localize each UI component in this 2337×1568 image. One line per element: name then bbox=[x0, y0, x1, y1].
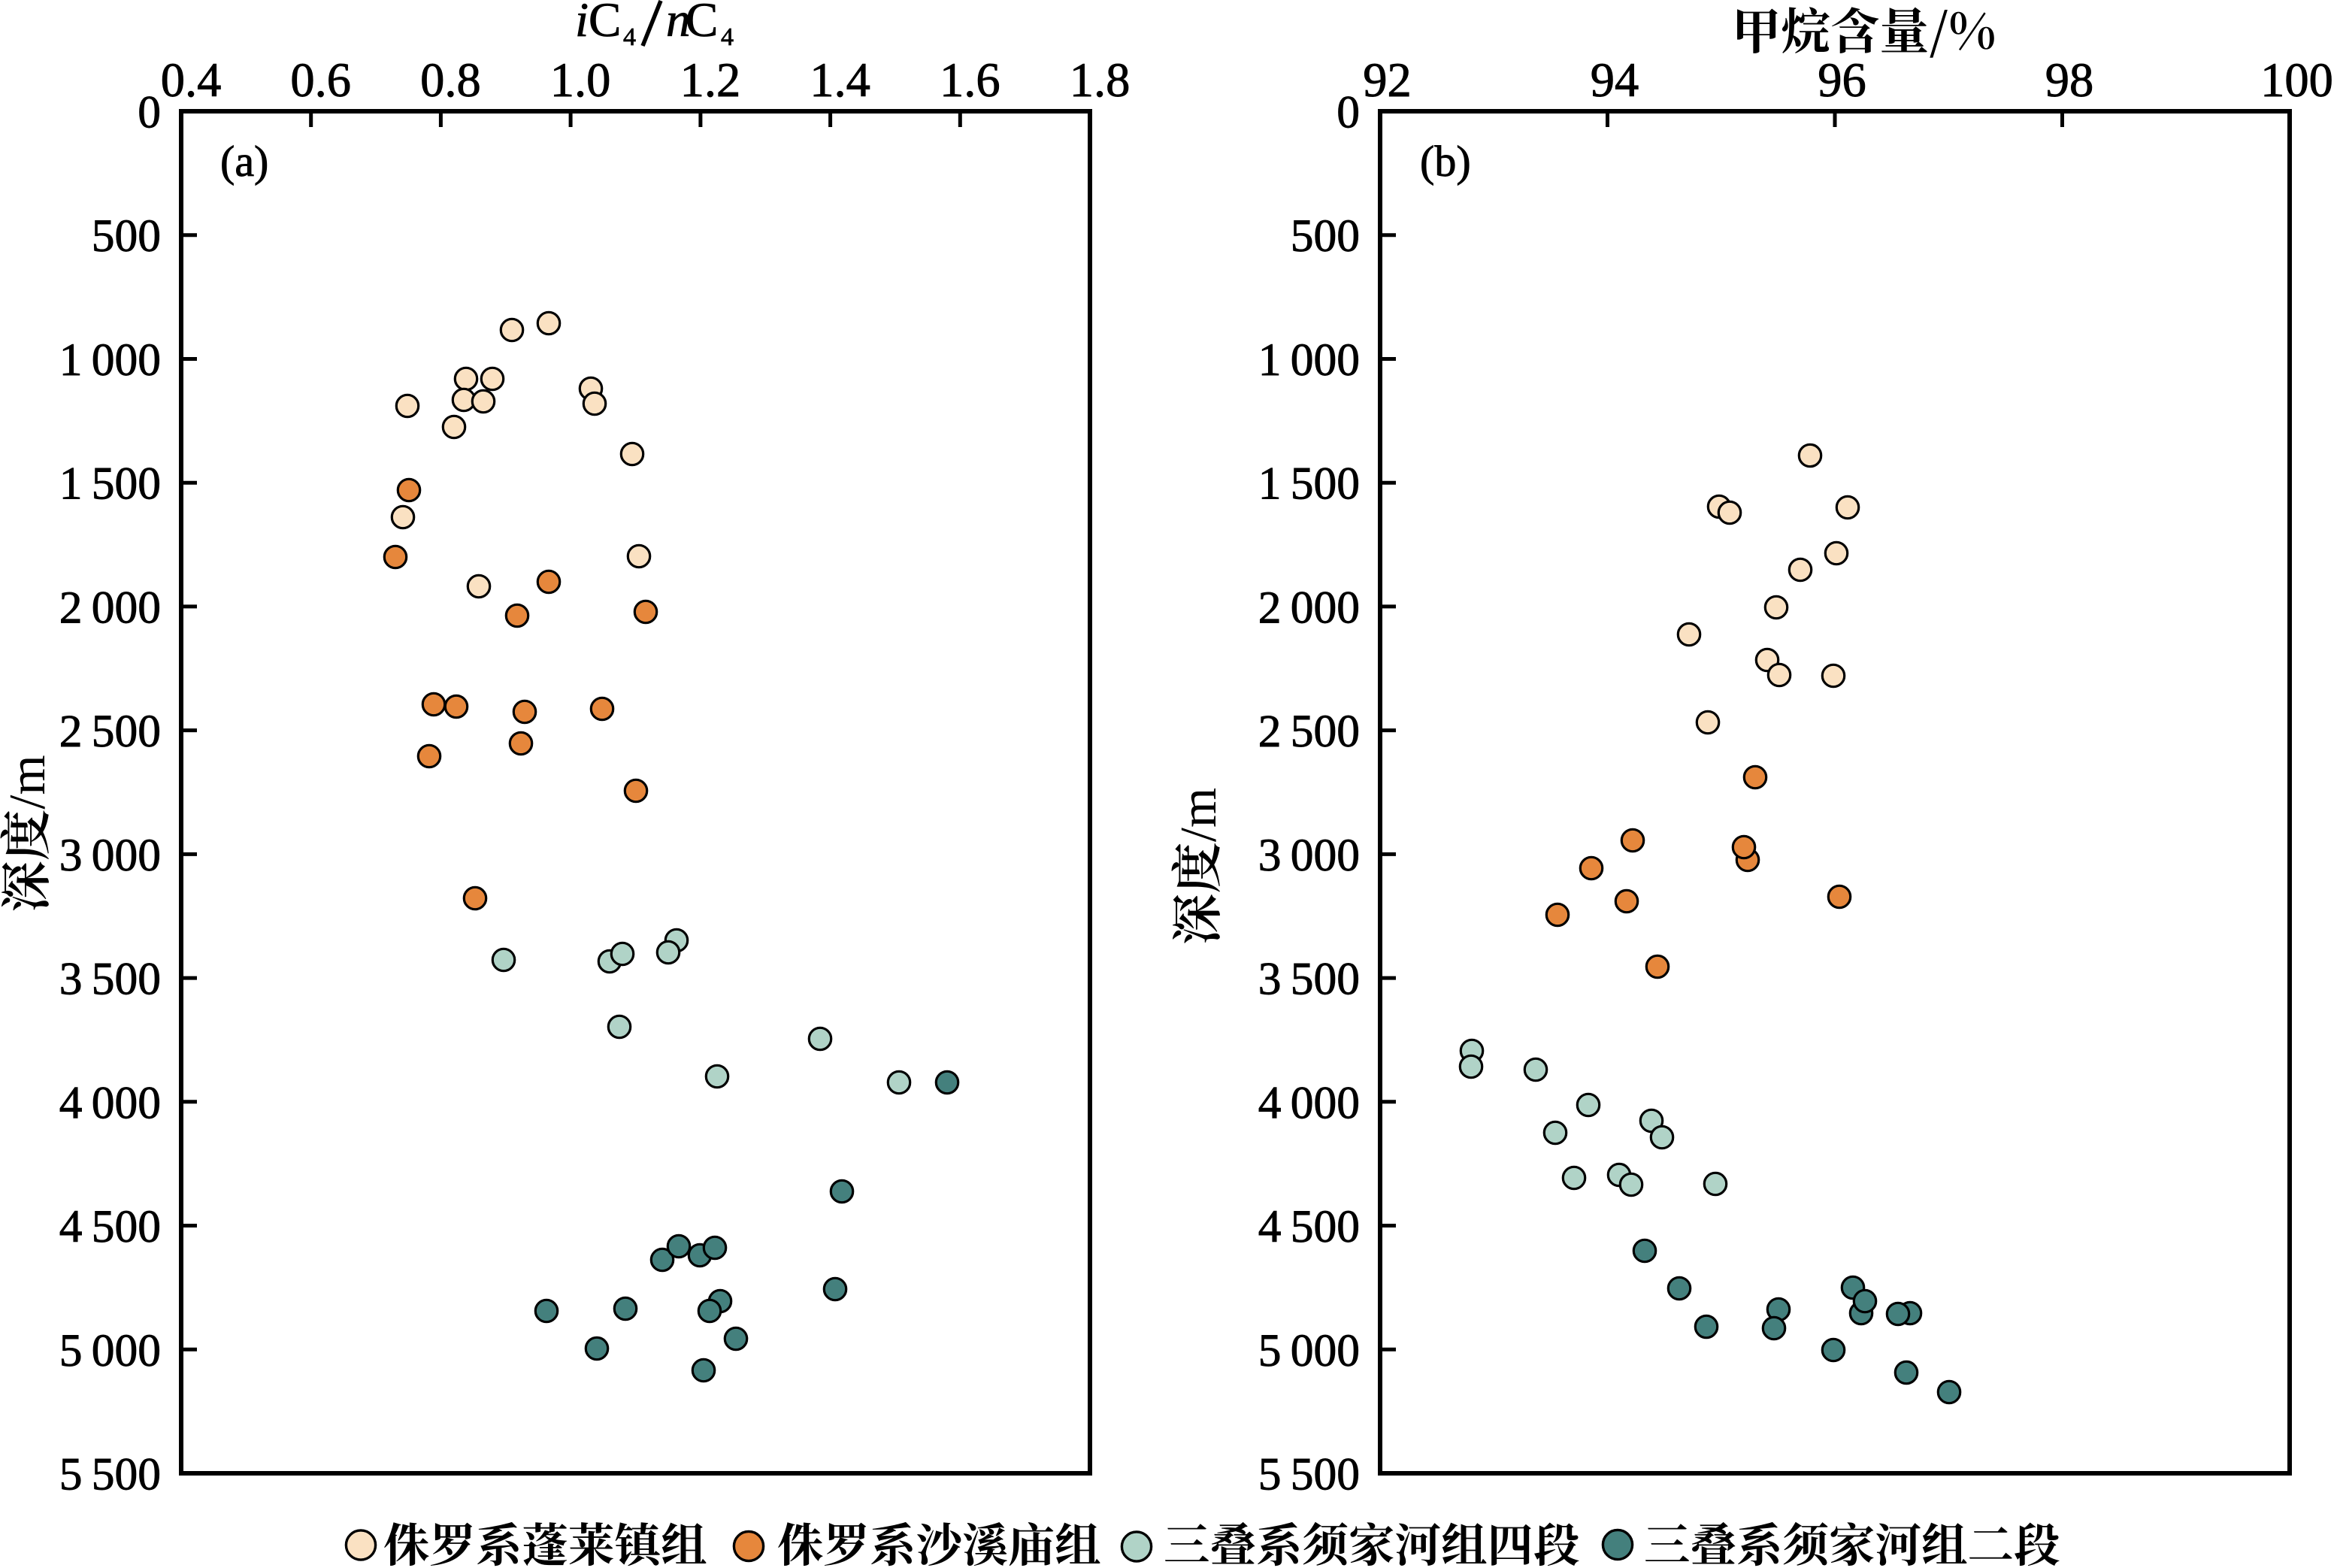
svg-text:(b): (b) bbox=[1420, 137, 1471, 186]
svg-text:3 000: 3 000 bbox=[1258, 830, 1360, 881]
svg-text:C: C bbox=[686, 0, 718, 47]
svg-text:4 500: 4 500 bbox=[1258, 1201, 1360, 1252]
svg-text:3 000: 3 000 bbox=[59, 830, 161, 881]
svg-text:92: 92 bbox=[1363, 53, 1412, 107]
svg-text:1.2: 1.2 bbox=[680, 53, 741, 107]
svg-text:4: 4 bbox=[721, 23, 734, 51]
svg-text:1.0: 1.0 bbox=[550, 53, 611, 107]
svg-text:5 500: 5 500 bbox=[1258, 1449, 1360, 1500]
svg-text:C: C bbox=[589, 0, 621, 47]
svg-text:1 500: 1 500 bbox=[1258, 459, 1360, 510]
svg-text:3 500: 3 500 bbox=[1258, 954, 1360, 1005]
svg-text:500: 500 bbox=[1291, 210, 1360, 262]
svg-text:0: 0 bbox=[1337, 87, 1360, 138]
svg-text:(a): (a) bbox=[220, 137, 268, 186]
svg-text:2 500: 2 500 bbox=[1258, 706, 1360, 757]
svg-text:1 000: 1 000 bbox=[59, 334, 161, 386]
svg-text:1 500: 1 500 bbox=[59, 459, 161, 510]
svg-text:n: n bbox=[666, 0, 691, 47]
svg-text:0.8: 0.8 bbox=[420, 53, 481, 107]
svg-text:i: i bbox=[575, 0, 589, 47]
svg-text:2 500: 2 500 bbox=[59, 706, 161, 757]
svg-text:2 000: 2 000 bbox=[59, 582, 161, 633]
svg-text:96: 96 bbox=[1818, 53, 1866, 107]
svg-text:1 000: 1 000 bbox=[1258, 334, 1360, 386]
svg-text:1.4: 1.4 bbox=[810, 53, 870, 107]
svg-text:5 000: 5 000 bbox=[1258, 1325, 1360, 1376]
svg-text:4 500: 4 500 bbox=[59, 1201, 161, 1252]
svg-text:98: 98 bbox=[2045, 53, 2094, 107]
svg-text:4: 4 bbox=[623, 23, 636, 51]
svg-text:4 000: 4 000 bbox=[1258, 1077, 1360, 1128]
svg-text:3 500: 3 500 bbox=[59, 954, 161, 1005]
svg-text:1.6: 1.6 bbox=[940, 53, 1000, 107]
svg-text:4 000: 4 000 bbox=[59, 1077, 161, 1128]
svg-text:1.8: 1.8 bbox=[1070, 53, 1131, 107]
svg-text:100: 100 bbox=[2260, 53, 2333, 107]
svg-text:0: 0 bbox=[138, 87, 161, 138]
svg-text:500: 500 bbox=[92, 210, 161, 262]
svg-text:0.4: 0.4 bbox=[161, 53, 222, 107]
svg-text:5 500: 5 500 bbox=[59, 1449, 161, 1500]
svg-text:5 000: 5 000 bbox=[59, 1325, 161, 1376]
svg-text:2 000: 2 000 bbox=[1258, 582, 1360, 633]
svg-text:94: 94 bbox=[1591, 53, 1639, 107]
svg-text:0.6: 0.6 bbox=[290, 53, 351, 107]
